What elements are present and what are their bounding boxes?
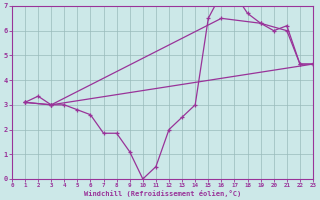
X-axis label: Windchill (Refroidissement éolien,°C): Windchill (Refroidissement éolien,°C) xyxy=(84,190,241,197)
